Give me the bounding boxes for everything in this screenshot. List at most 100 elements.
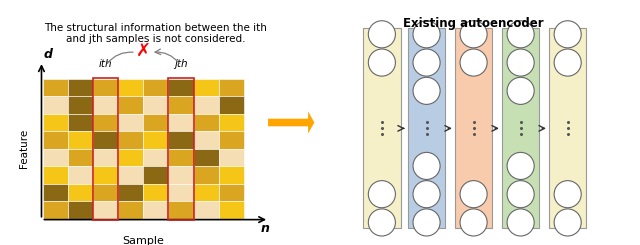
Bar: [43, 184, 68, 201]
Bar: [118, 201, 143, 219]
Circle shape: [369, 49, 396, 76]
Bar: [68, 114, 93, 131]
Bar: [143, 96, 168, 114]
Circle shape: [413, 77, 440, 104]
Bar: [168, 184, 194, 201]
Circle shape: [413, 49, 440, 76]
Bar: [68, 96, 93, 114]
Bar: [93, 184, 118, 201]
Bar: [43, 166, 68, 184]
Bar: [143, 149, 168, 166]
Circle shape: [369, 209, 396, 236]
Circle shape: [369, 181, 396, 208]
Bar: [194, 201, 219, 219]
Bar: [219, 79, 244, 96]
Bar: [93, 79, 118, 96]
Circle shape: [413, 152, 440, 180]
Bar: [168, 131, 194, 149]
FancyBboxPatch shape: [502, 28, 540, 228]
Circle shape: [507, 152, 534, 180]
Bar: [93, 201, 118, 219]
Circle shape: [369, 21, 396, 48]
Bar: [168, 78, 194, 220]
Bar: [43, 79, 68, 96]
FancyBboxPatch shape: [408, 28, 445, 228]
Bar: [143, 79, 168, 96]
Text: The structural information between the ith
and jth samples is not considered.: The structural information between the i…: [44, 23, 268, 44]
Text: ith: ith: [99, 59, 113, 69]
Text: Sample: Sample: [122, 236, 164, 245]
Bar: [194, 79, 219, 96]
Bar: [43, 96, 68, 114]
Bar: [118, 131, 143, 149]
Bar: [194, 149, 219, 166]
Bar: [118, 184, 143, 201]
Circle shape: [413, 21, 440, 48]
Bar: [93, 78, 118, 220]
Bar: [168, 149, 194, 166]
Circle shape: [554, 181, 581, 208]
Bar: [43, 149, 68, 166]
Bar: [219, 114, 244, 131]
Circle shape: [507, 181, 534, 208]
Bar: [93, 96, 118, 114]
FancyBboxPatch shape: [351, 0, 596, 245]
Bar: [219, 149, 244, 166]
Circle shape: [507, 209, 534, 236]
Circle shape: [460, 21, 487, 48]
Bar: [168, 96, 194, 114]
Bar: [194, 114, 219, 131]
Bar: [168, 166, 194, 184]
Bar: [118, 149, 143, 166]
Bar: [118, 114, 143, 131]
Bar: [118, 79, 143, 96]
Circle shape: [507, 21, 534, 48]
Bar: [219, 96, 244, 114]
Bar: [93, 114, 118, 131]
Bar: [219, 184, 244, 201]
Bar: [68, 184, 93, 201]
FancyBboxPatch shape: [363, 28, 401, 228]
Bar: [93, 166, 118, 184]
Text: Existing autoencoder: Existing autoencoder: [403, 17, 544, 30]
Bar: [143, 114, 168, 131]
FancyBboxPatch shape: [549, 28, 586, 228]
Circle shape: [507, 49, 534, 76]
Bar: [219, 201, 244, 219]
Bar: [168, 79, 194, 96]
Bar: [143, 201, 168, 219]
Bar: [194, 131, 219, 149]
Bar: [168, 114, 194, 131]
Bar: [68, 131, 93, 149]
Bar: [68, 201, 93, 219]
Bar: [68, 79, 93, 96]
Bar: [43, 114, 68, 131]
FancyBboxPatch shape: [455, 28, 492, 228]
Circle shape: [507, 77, 534, 104]
Circle shape: [554, 209, 581, 236]
Circle shape: [554, 21, 581, 48]
Bar: [194, 184, 219, 201]
Bar: [168, 201, 194, 219]
Circle shape: [413, 181, 440, 208]
Bar: [118, 166, 143, 184]
Bar: [43, 201, 68, 219]
Bar: [68, 166, 93, 184]
Text: n: n: [260, 222, 269, 235]
Bar: [118, 96, 143, 114]
Bar: [143, 184, 168, 201]
Text: jth: jth: [174, 59, 188, 69]
Circle shape: [460, 209, 487, 236]
Bar: [143, 131, 168, 149]
Bar: [93, 131, 118, 149]
Circle shape: [460, 181, 487, 208]
Bar: [219, 166, 244, 184]
Bar: [194, 166, 219, 184]
Text: ✗: ✗: [136, 42, 151, 60]
Bar: [68, 149, 93, 166]
Bar: [93, 149, 118, 166]
Text: Feature: Feature: [19, 129, 29, 168]
Circle shape: [460, 49, 487, 76]
Circle shape: [554, 49, 581, 76]
Bar: [43, 131, 68, 149]
